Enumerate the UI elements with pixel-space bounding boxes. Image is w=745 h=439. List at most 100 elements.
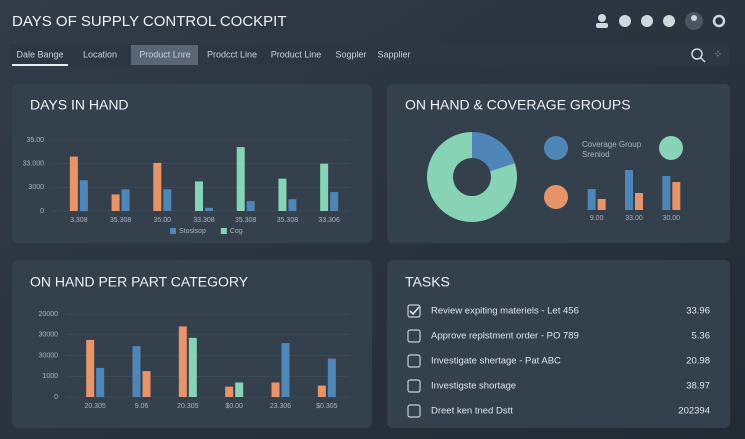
x-tick-label: 9.00 <box>590 215 604 222</box>
tab[interactable]: Location <box>83 49 117 59</box>
bar <box>225 386 234 397</box>
x-tick-label: 9.06 <box>135 403 149 410</box>
header-icons[interactable] <box>596 12 726 30</box>
tab[interactable]: Product Line <box>271 49 322 59</box>
tab[interactable]: Dale Bange <box>16 49 63 59</box>
legend-icon <box>544 185 568 209</box>
legend-label: Stoslsop <box>179 228 206 235</box>
task-text: Dreet ken tned Dstt <box>431 406 513 417</box>
bar <box>625 170 633 210</box>
legend-swatch <box>170 228 176 234</box>
bar <box>587 189 596 210</box>
x-tick-label: 35.00 <box>154 217 172 224</box>
task-value: 38.97 <box>686 381 710 392</box>
bar <box>330 192 339 211</box>
task-text: Investigate shertage - Pat ABC <box>431 356 561 367</box>
bar <box>288 199 297 211</box>
bar <box>235 382 244 397</box>
checkmark <box>409 306 420 316</box>
tab[interactable]: Sapplier <box>377 49 410 59</box>
y-tick-label: 1000 <box>42 373 58 380</box>
x-tick-label: $0.00 <box>225 403 243 410</box>
task-value: 20.98 <box>686 356 710 367</box>
bar <box>278 178 287 211</box>
bar <box>320 163 329 211</box>
bar <box>281 343 290 397</box>
x-tick-label: 33.306 <box>318 217 340 224</box>
tab[interactable]: Prodcct Line <box>207 49 257 59</box>
legend-icon <box>659 136 683 160</box>
bar <box>672 182 681 210</box>
y-tick-label: 0 <box>54 394 58 401</box>
x-tick-label: 20.305 <box>177 403 199 410</box>
checkbox[interactable] <box>407 329 421 343</box>
y-tick-label: 35.00 <box>26 137 44 144</box>
legend-label: Coverage Group <box>582 140 642 149</box>
pie-slice <box>427 132 517 223</box>
x-tick-label: 35.308 <box>110 217 132 224</box>
task-text: Review expiting materiels - Let 456 <box>431 306 579 317</box>
checkbox[interactable] <box>407 404 421 418</box>
panel-title: TASKS <box>405 274 450 290</box>
y-tick-label: 3000 <box>28 184 44 191</box>
bar <box>163 189 172 211</box>
x-tick-label: 35.308 <box>235 217 257 224</box>
bar <box>205 207 213 211</box>
task-value: 5.36 <box>692 331 711 342</box>
y-tick-label: 33.000 <box>23 161 45 168</box>
y-tick-label: 30000 <box>39 332 59 339</box>
bar <box>86 339 95 397</box>
task-text: Approve replstment order - PO 789 <box>431 331 579 342</box>
bar <box>132 346 141 397</box>
bar <box>195 181 203 211</box>
task-text: Investigste shortage <box>431 381 516 392</box>
x-tick-label: 23.306 <box>270 403 292 410</box>
panel <box>387 260 730 428</box>
legend-label: Sreniod <box>582 150 610 159</box>
bar <box>69 156 78 211</box>
bar <box>121 189 130 211</box>
bar <box>236 147 245 211</box>
tab[interactable]: Product Lnre <box>139 49 191 59</box>
bar <box>271 382 280 397</box>
bar <box>153 162 162 211</box>
x-tick-label: 35.308 <box>277 217 299 224</box>
chart-title: ON HAND & COVERAGE GROUPS <box>405 97 631 113</box>
bar <box>317 385 326 397</box>
bar <box>96 367 105 397</box>
search-icon[interactable] <box>691 48 703 60</box>
filter-icon[interactable]: ⁘ <box>714 50 722 61</box>
checkbox[interactable] <box>407 304 421 318</box>
tab[interactable]: Sogpler <box>335 49 366 59</box>
x-tick-label: 20.305 <box>84 403 106 410</box>
bar <box>597 199 606 210</box>
tab-bar <box>10 44 729 66</box>
legend-label: Cog <box>230 228 243 235</box>
page-title: DAYS OF SUPPLY CONTROL COCKPIT <box>12 13 287 30</box>
x-tick-label: 33.00 <box>625 215 643 222</box>
y-tick-label: 30000 <box>39 352 59 359</box>
search-icon-handle <box>700 57 706 63</box>
y-tick-label: 0 <box>40 208 44 215</box>
x-tick-label: 30.00 <box>663 215 681 222</box>
y-tick-label: 20000 <box>39 311 59 318</box>
bar <box>327 358 336 397</box>
task-value: 202394 <box>678 406 710 417</box>
x-tick-label: 3.308 <box>70 217 88 224</box>
bar <box>662 176 671 210</box>
bar <box>111 194 120 211</box>
pie-slice <box>472 132 515 172</box>
x-tick-label: 33.308 <box>193 217 215 224</box>
chart-title: DAYS IN HAND <box>30 97 129 113</box>
bar <box>79 180 88 211</box>
bar <box>142 371 151 397</box>
chart-title: ON HAND PER PART CATEGORY <box>30 274 249 290</box>
bar <box>188 337 197 397</box>
bar <box>635 193 643 210</box>
checkbox[interactable] <box>407 354 421 368</box>
task-value: 33.96 <box>686 306 710 317</box>
tab-highlight <box>131 45 198 65</box>
checkbox[interactable] <box>407 379 421 393</box>
legend-icon <box>544 136 568 160</box>
